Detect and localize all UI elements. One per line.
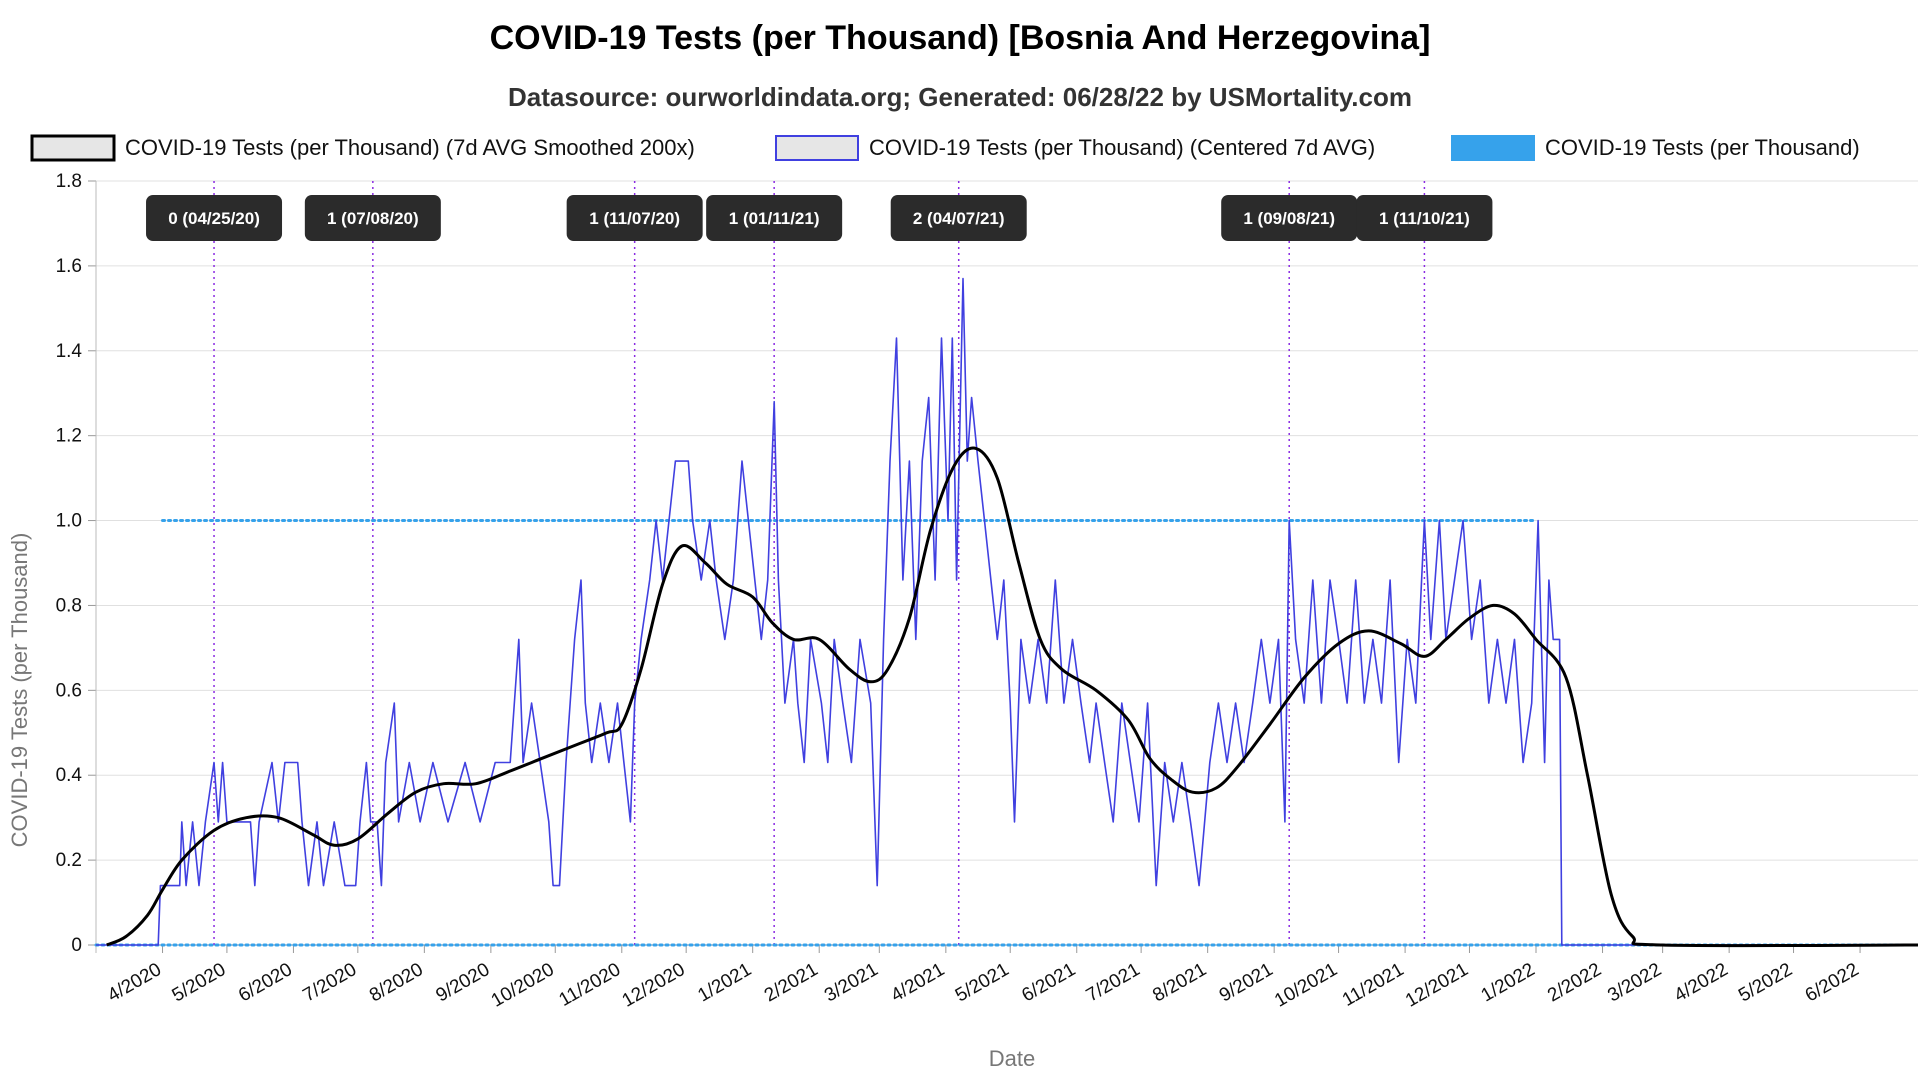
- x-tick-label: 6/2022: [1802, 959, 1863, 1006]
- y-tick-label: 0.8: [56, 595, 82, 616]
- annotation-box-2: [566, 195, 703, 241]
- series-centered: [96, 277, 1918, 946]
- legend: COVID-19 Tests (per Thousand) (7d AVG Sm…: [30, 134, 1860, 162]
- y-axis-title: COVID-19 Tests (per Thousand): [7, 533, 32, 848]
- annotation-label-1: 1 (07/08/20): [327, 209, 419, 228]
- annotation-box-6: [1356, 195, 1493, 241]
- series-smoothed: [106, 446, 1919, 948]
- x-tick-label: 11/2021: [1339, 959, 1408, 1011]
- annotation-label-0: 0 (04/25/20): [168, 209, 260, 228]
- x-tick-label: 4/2022: [1671, 959, 1732, 1006]
- annotation-label-4: 2 (04/07/21): [913, 209, 1005, 228]
- legend-item-centered[interactable]: COVID-19 Tests (per Thousand) (Centered …: [775, 135, 1375, 161]
- legend-item-raw[interactable]: COVID-19 Tests (per Thousand): [1451, 135, 1860, 161]
- chart-title: COVID-19 Tests (per Thousand) [Bosnia An…: [490, 19, 1431, 57]
- y-tick-label: 0.2: [56, 850, 82, 871]
- x-tick-label: 1/2021: [694, 959, 755, 1006]
- annotation-box-0: [146, 195, 283, 241]
- x-tick-label: 1/2022: [1478, 959, 1539, 1006]
- x-axis-title: Date: [989, 1046, 1035, 1071]
- x-tick-label: 7/2020: [299, 959, 360, 1006]
- annotation-box-3: [706, 195, 843, 241]
- y-tick-label: 1.6: [56, 256, 82, 277]
- x-tick-label: 2/2021: [761, 959, 822, 1006]
- x-tick-label: 10/2021: [1271, 959, 1341, 1012]
- x-tick-label: 7/2021: [1083, 959, 1144, 1006]
- annotation-label-5: 1 (09/08/21): [1243, 209, 1335, 228]
- centered-avg-line: [96, 277, 1918, 946]
- x-tick-label: 5/2020: [169, 959, 230, 1006]
- y-tick-label: 0.4: [56, 765, 83, 786]
- x-tick-label: 10/2020: [488, 959, 558, 1012]
- x-tick-label: 12/2021: [1402, 959, 1472, 1012]
- x-tick-label: 11/2020: [556, 959, 625, 1011]
- annotation-box-4: [890, 195, 1027, 241]
- x-tick-label: 9/2021: [1216, 959, 1277, 1006]
- x-tick-label: 8/2020: [366, 959, 427, 1006]
- x-axis: 4/2020 5/2020 6/2020 7/2020 8/2020 9/202010/2…: [96, 944, 1918, 1012]
- series-raw: [94, 519, 1920, 947]
- legend-item-smoothed[interactable]: COVID-19 Tests (per Thousand) (7d AVG Sm…: [30, 134, 695, 162]
- legend-swatch-centered: [775, 135, 859, 161]
- legend-label-raw: COVID-19 Tests (per Thousand): [1545, 135, 1860, 160]
- x-tick-label: 2/2022: [1544, 959, 1605, 1006]
- legend-label-smoothed: COVID-19 Tests (per Thousand) (7d AVG Sm…: [125, 135, 695, 160]
- x-tick-label: 8/2021: [1149, 959, 1210, 1006]
- x-tick-label: 9/2020: [433, 959, 494, 1006]
- annotation-label-6: 1 (11/10/21): [1379, 209, 1470, 228]
- chart-subtitle: Datasource: ourworldindata.org; Generate…: [508, 82, 1412, 112]
- y-tick-label: 1.0: [56, 511, 82, 532]
- smoothed-avg-line: [106, 446, 1919, 948]
- annotation-lines: [213, 181, 1426, 945]
- x-tick-label: 6/2020: [235, 959, 296, 1006]
- y-tick-label: 0: [71, 935, 82, 956]
- annotation-box-5: [1221, 195, 1358, 241]
- legend-label-centered: COVID-19 Tests (per Thousand) (Centered …: [869, 135, 1375, 160]
- x-tick-label: 5/2022: [1735, 959, 1796, 1006]
- annotation-label-2: 1 (11/07/20): [589, 209, 680, 228]
- y-tick-label: 1.8: [56, 171, 82, 192]
- annotation-label-3: 1 (01/11/21): [729, 209, 820, 228]
- y-axis: 0 0.2 0.4 0.6 0.8 1.0 1.2 1.4 1.6 1.8: [56, 171, 97, 956]
- x-tick-label: 3/2021: [821, 959, 882, 1006]
- legend-swatch-raw: [1451, 135, 1535, 161]
- y-tick-label: 1.2: [56, 426, 82, 447]
- y-tick-label: 1.4: [56, 341, 83, 362]
- annotation-box-1: [304, 195, 441, 241]
- x-tick-label: 3/2022: [1604, 959, 1665, 1006]
- x-tick-label: 12/2020: [619, 959, 689, 1012]
- x-tick-label: 5/2021: [952, 959, 1013, 1006]
- y-tick-label: 0.6: [56, 680, 82, 701]
- x-tick-label: 6/2021: [1018, 959, 1079, 1006]
- legend-swatch-smoothed: [30, 134, 116, 162]
- annotation-labels: 0 (04/25/20) 1 (07/08/20) 1 (11/07/20) 1 (0…: [146, 195, 1493, 241]
- x-tick-label: 4/2020: [104, 959, 165, 1006]
- x-tick-label: 4/2021: [887, 959, 948, 1006]
